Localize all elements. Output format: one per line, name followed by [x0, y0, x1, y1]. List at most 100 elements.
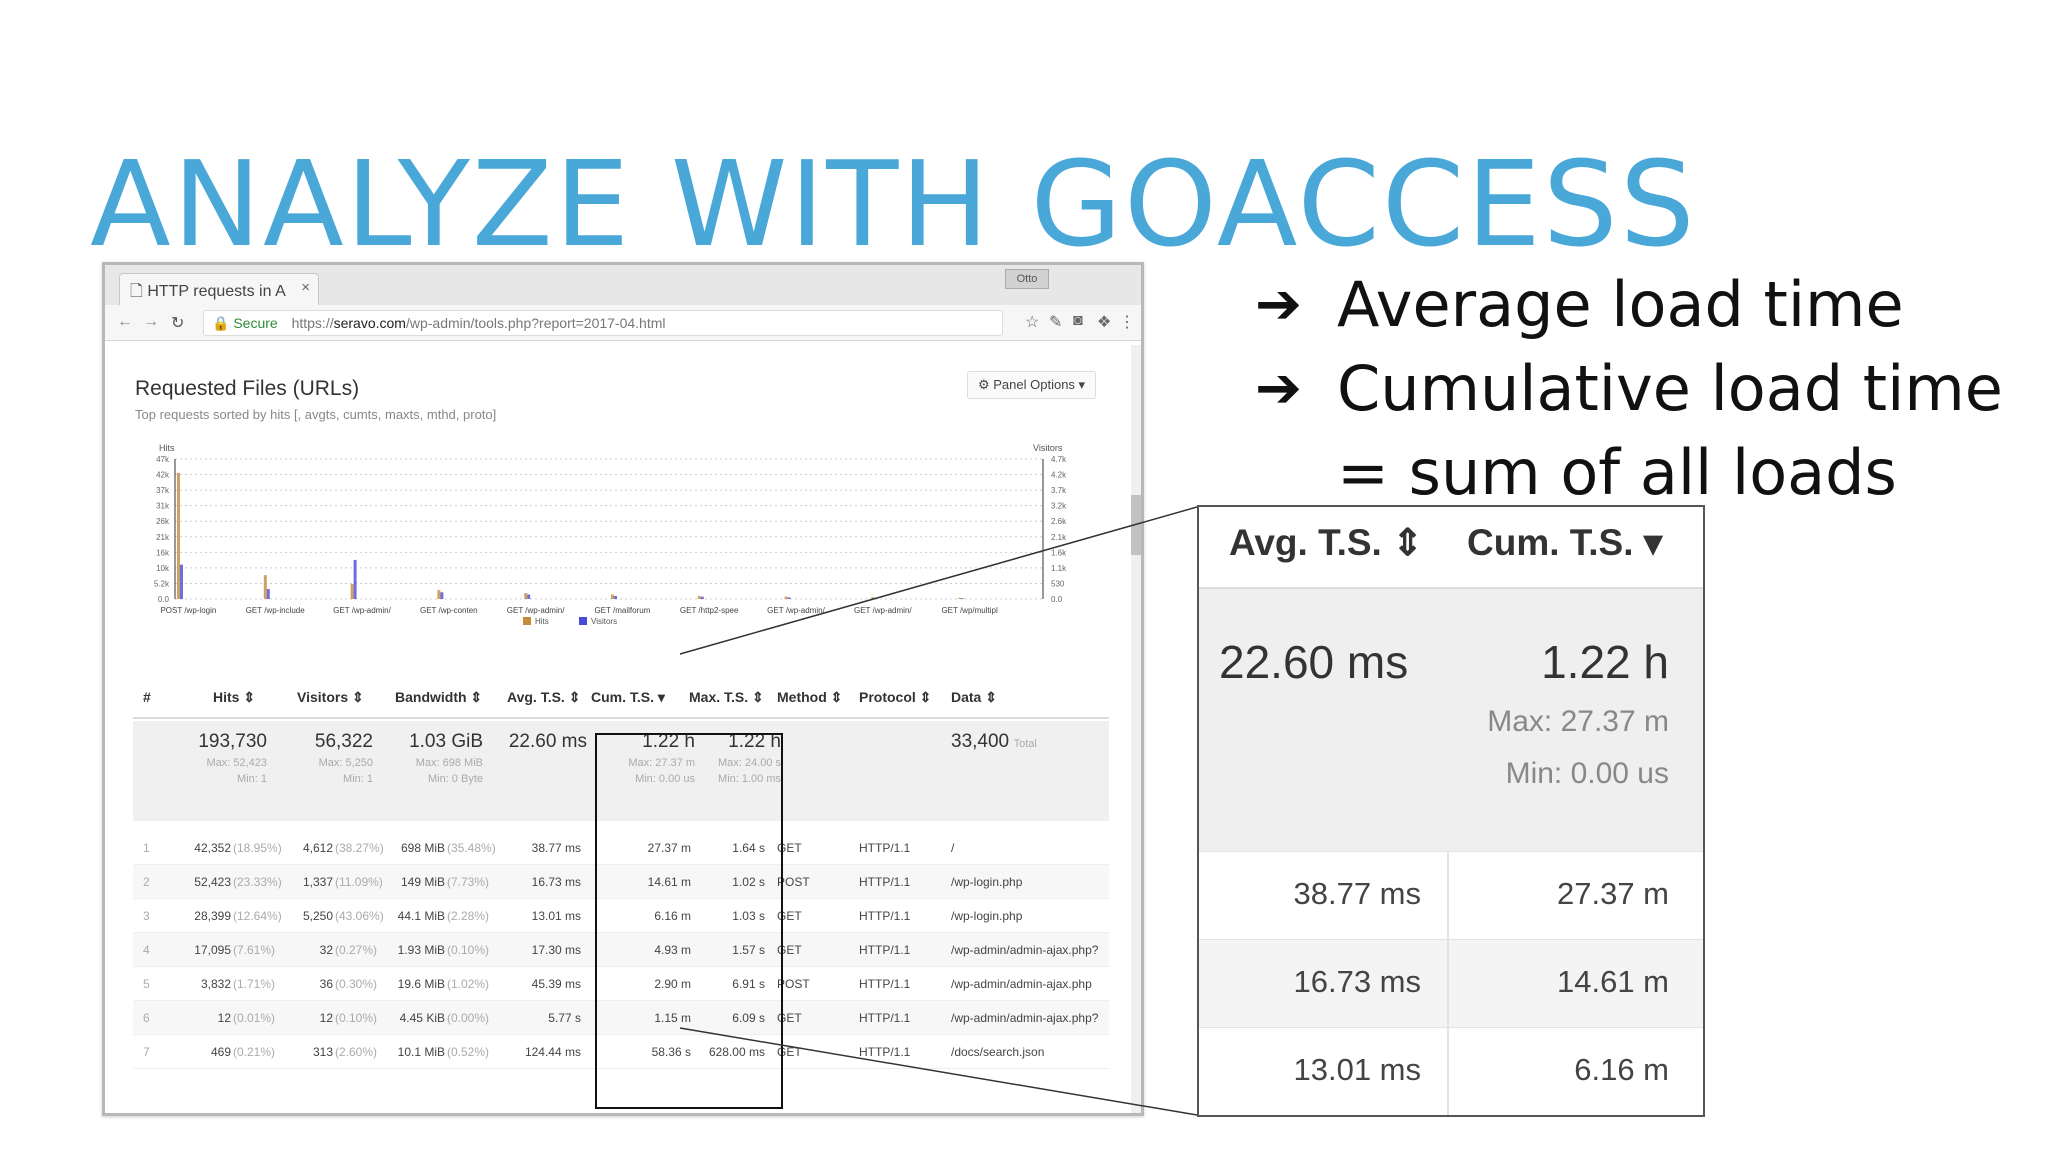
zoom-row-cum: 14.61 m — [1556, 964, 1669, 999]
zoom-row-cum: 27.37 m — [1556, 876, 1669, 911]
cell-avg: 17.30 ms — [531, 943, 581, 957]
legend-visitors: Visitors — [591, 617, 617, 626]
col-max-ts[interactable]: Max. T.S. ⇕ — [689, 689, 764, 705]
col-bandwidth[interactable]: Bandwidth ⇕ — [395, 689, 483, 705]
cell-method: POST — [777, 977, 810, 991]
table-row[interactable]: 3 28,399 (12.64%) 5,250 (43.06%) 44.1 MiB (2.2… — [133, 899, 1109, 933]
cell-bw-p: (0.52%) — [447, 1045, 490, 1059]
y-left-tick: 21k — [156, 533, 170, 542]
y-right-tick: 1.1k — [1051, 564, 1067, 573]
highlight-box — [595, 733, 783, 1109]
panel-options-button[interactable]: ⚙ Panel Options ▾ — [967, 371, 1097, 399]
forward-icon[interactable]: → — [143, 313, 159, 330]
scroll-thumb[interactable] — [1131, 495, 1141, 555]
visitors-bar — [440, 592, 444, 599]
zoom-callout: Avg. T.S. ⇕ Cum. T.S. ▾ 22.60 ms 1.22 h … — [1197, 505, 1705, 1117]
col-method[interactable]: Method ⇕ — [777, 689, 843, 705]
url-input[interactable]: 🔒 Secure https://seravo.com/wp-admin/too… — [203, 310, 1003, 336]
col-data[interactable]: Data ⇕ — [951, 689, 997, 705]
zoom-row-avg: 13.01 ms — [1293, 1052, 1421, 1087]
camera-icon[interactable]: ◙ — [1073, 312, 1083, 329]
cell-hits: 28,399 — [194, 909, 231, 923]
cell-method: GET — [777, 909, 802, 923]
table-row[interactable]: 1 42,352 (18.95%) 4,612 (38.27%) 698 MiB (35.4… — [133, 831, 1109, 865]
cell-vis-p: (43.06%) — [335, 909, 384, 923]
cell-n: 2 — [143, 875, 150, 889]
cell-hits: 42,352 — [194, 841, 231, 855]
cell-max: 6.09 s — [732, 1011, 765, 1025]
cell-data: / — [951, 841, 955, 855]
cell-avg: 16.73 ms — [531, 875, 581, 889]
col-index: # — [143, 689, 151, 705]
cell-n: 3 — [143, 909, 150, 923]
divider — [1447, 1028, 1449, 1115]
bullet-text: Cumulative load time — [1337, 351, 2003, 425]
table-header: # Hits ⇕ Visitors ⇕ Bandwidth ⇕ Avg. T.S… — [133, 679, 1109, 719]
star-icon[interactable]: ☆ — [1025, 314, 1040, 331]
hits-bar — [784, 596, 788, 599]
hits-bar — [871, 597, 875, 599]
y-right-tick: 3.2k — [1051, 502, 1067, 511]
reload-icon[interactable]: ↻ — [171, 315, 185, 332]
cell-data: /wp-admin/admin-ajax.php? — [951, 943, 1099, 957]
visitors-bar — [180, 564, 183, 599]
close-icon[interactable]: × — [301, 279, 310, 296]
table-row[interactable]: 4 17,095 (7.61%) 32 (0.27%) 1.93 MiB (0.10%) 17… — [133, 933, 1109, 967]
summary-bandwidth: 1.03 GiB Max: 698 MiB Min: 0 Byte — [409, 731, 483, 785]
cell-hits-p: (0.01%) — [233, 1011, 276, 1025]
bullet-text: = sum of all loads — [1337, 435, 1897, 509]
panel-subtitle: Top requests sorted by hits [, avgts, cu… — [135, 407, 497, 422]
visitors-bar — [614, 596, 617, 599]
y-right-tick: 0.0 — [1051, 595, 1063, 604]
secure-label: Secure — [233, 315, 278, 331]
visitors-bar — [874, 597, 878, 599]
cell-n: 7 — [143, 1045, 150, 1059]
col-hits[interactable]: Hits ⇕ — [213, 689, 256, 705]
cell-vis: 5,250 — [302, 909, 333, 923]
cell-n: 6 — [143, 1011, 150, 1025]
arrow-right-icon: ➔ — [1255, 271, 1302, 337]
cell-vis: 36 — [319, 977, 333, 991]
cell-n: 1 — [143, 841, 150, 855]
address-bar: ← → ↻ 🔒 Secure https://seravo.com/wp-adm… — [105, 305, 1141, 341]
menu-icon[interactable]: ⋮ — [1119, 314, 1135, 331]
x-tick-label: GET /wp/multipl — [941, 606, 998, 615]
summary-visitors: 56,322 Max: 5,250 Min: 1 — [314, 731, 373, 785]
shield-icon[interactable]: ❖ — [1097, 314, 1112, 331]
table-row[interactable]: 2 52,423 (23.33%) 1,337 (11.09%) 149 MiB (7.73… — [133, 865, 1109, 899]
window-user-button[interactable]: Otto — [1005, 269, 1049, 289]
cell-method: GET — [777, 943, 802, 957]
cell-vis: 32 — [319, 943, 333, 957]
table-row[interactable]: 5 3,832 (1.71%) 36 (0.30%) 19.6 MiB (1.02%) 45.… — [133, 967, 1109, 1001]
col-visitors[interactable]: Visitors ⇕ — [297, 689, 364, 705]
cell-hits-p: (7.61%) — [233, 943, 276, 957]
url-scheme: https:// — [291, 315, 334, 331]
cell-hits-p: (12.64%) — [233, 909, 282, 923]
col-cum-ts[interactable]: Cum. T.S. ▾ — [591, 689, 665, 705]
x-tick-label: POST /wp-login — [160, 606, 216, 615]
visitors-bar — [961, 598, 965, 599]
x-tick-label: GET /wp-include — [246, 606, 306, 615]
extension-icon[interactable]: ✎ — [1049, 314, 1063, 331]
cell-bw: 4.45 KiB — [399, 1011, 445, 1025]
col-avg-ts[interactable]: Avg. T.S. ⇕ — [507, 689, 581, 705]
vertical-scrollbar[interactable] — [1131, 345, 1141, 1113]
cell-data: /docs/search.json — [951, 1045, 1045, 1059]
cell-bw-p: (2.28%) — [447, 909, 490, 923]
cell-hits: 469 — [210, 1045, 231, 1059]
tab-title: HTTP requests in A — [147, 283, 286, 300]
y-left-tick: 5.2k — [154, 579, 170, 588]
back-icon[interactable]: ← — [117, 313, 133, 330]
cell-avg: 45.39 ms — [531, 977, 581, 991]
page-icon: 🗋 — [130, 283, 148, 300]
browser-tab[interactable]: 🗋 HTTP requests in A × — [119, 273, 319, 305]
cell-bw: 698 MiB — [400, 841, 445, 855]
col-protocol[interactable]: Protocol ⇕ — [859, 689, 932, 705]
cell-cum: 27.37 m — [647, 841, 691, 855]
cell-n: 4 — [143, 943, 150, 957]
y-left-tick: 31k — [156, 502, 170, 511]
y-right-tick: 2.1k — [1051, 533, 1067, 542]
zoom-row-avg: 38.77 ms — [1293, 876, 1421, 911]
cell-data: /wp-login.php — [951, 909, 1023, 923]
x-tick-label: GET /wp-admin/ — [333, 606, 391, 615]
